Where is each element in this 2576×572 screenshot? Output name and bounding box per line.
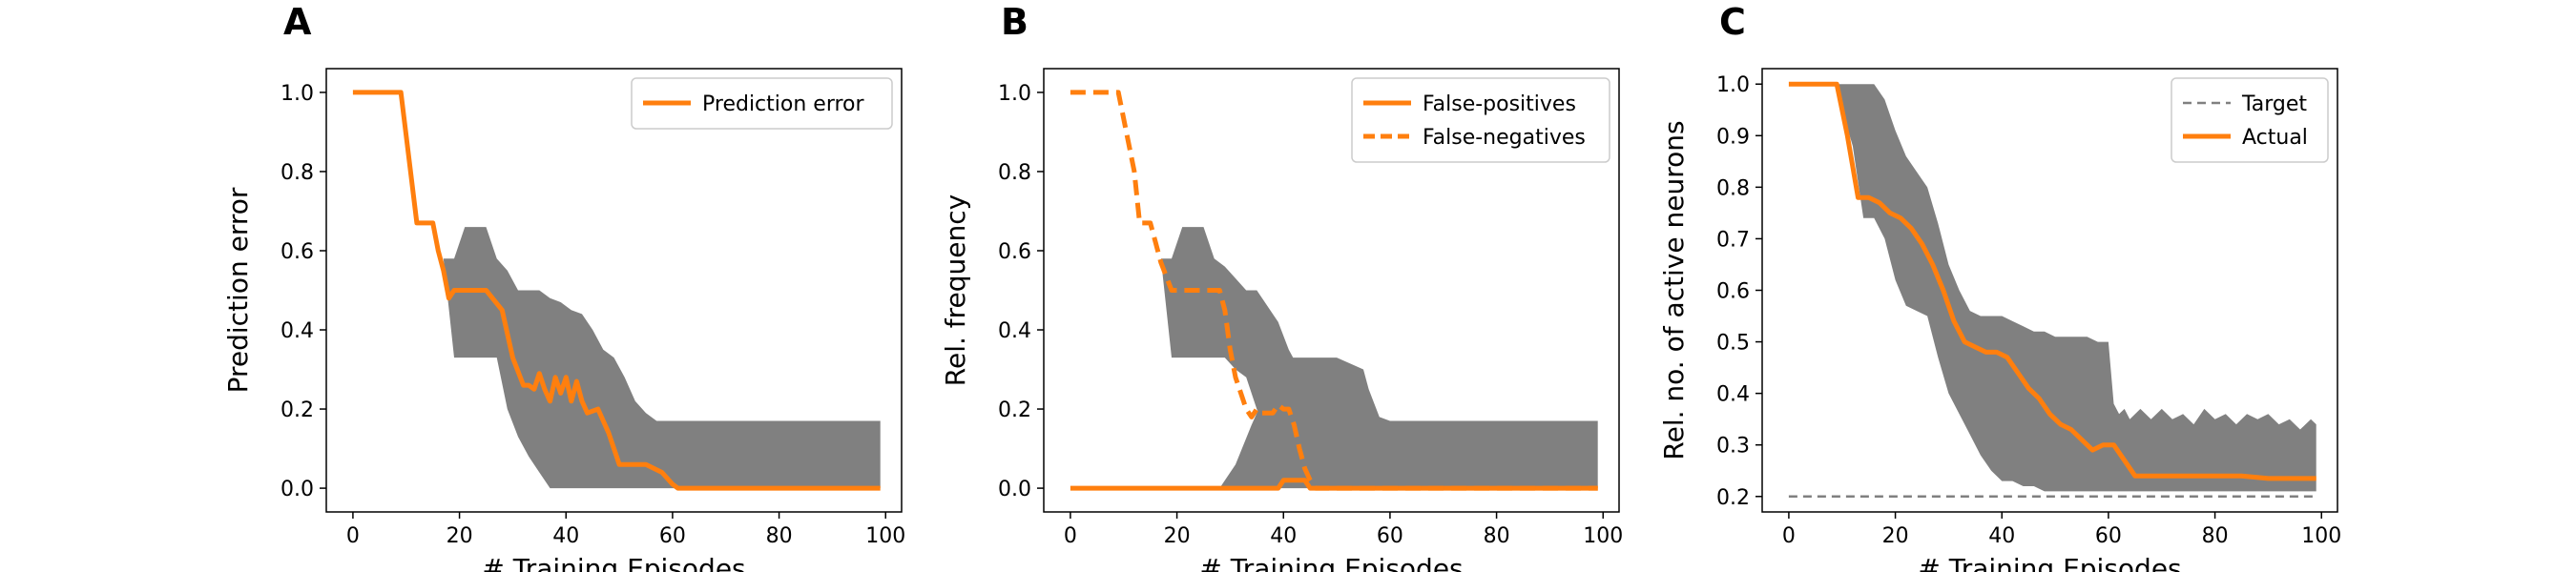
x-tick-label: 60: [2095, 524, 2122, 548]
x-tick-label: 100: [865, 524, 905, 548]
x-tick-label: 0: [346, 524, 360, 548]
x-tick-label: 100: [2301, 524, 2341, 548]
y-tick-label: 0.2: [1716, 486, 1750, 510]
y-tick-label: 0.6: [998, 240, 1031, 264]
y-tick-label: 0.9: [1716, 125, 1750, 149]
confidence-band: [1219, 358, 1598, 489]
x-tick-label: 80: [766, 524, 793, 548]
y-tick-label: 1.0: [998, 82, 1031, 106]
x-tick-label: 100: [1583, 524, 1623, 548]
y-axis-label: Prediction error: [222, 187, 254, 393]
x-tick-label: 20: [447, 524, 473, 548]
legend: False-positives False-negatives: [1351, 77, 1610, 163]
series-line-actual: [1788, 81, 2316, 481]
legend-label: Target: [2241, 92, 2307, 116]
series-line-prediction-error: [352, 90, 881, 491]
panel-letter: B: [1001, 1, 1028, 43]
y-axis-label: Rel. frequency: [940, 194, 971, 386]
y-tick-label: 1.0: [280, 82, 314, 106]
x-axis-label: # Training Episodes: [1199, 553, 1463, 572]
confidence-band: [443, 227, 881, 489]
y-tick-label: 0.2: [280, 398, 314, 422]
y-tick-label: 0.4: [998, 319, 1031, 343]
y-tick-label: 0.0: [998, 478, 1031, 501]
y-tick-label: 0.2: [998, 398, 1031, 422]
y-tick-label: 0.6: [1716, 280, 1750, 304]
axes-frame: [325, 68, 903, 513]
x-tick-label: 80: [2202, 524, 2229, 548]
y-tick-label: 0.8: [1716, 176, 1750, 200]
legend-label: Actual: [2242, 126, 2308, 150]
panel-c: C 0 20 40 60 80 100 0.2 0.3 0.4 0.5 0.6 0.7 0.8 0.9 1.0…: [1658, 1, 2341, 572]
x-tick-label: 60: [659, 524, 686, 548]
x-tick-label: 60: [1377, 524, 1403, 548]
y-tick-label: 0.5: [1716, 332, 1750, 356]
x-tick-label: 40: [552, 524, 579, 548]
y-axis-label: Rel. no. of active neurons: [1658, 120, 1690, 460]
x-tick-label: 80: [1484, 524, 1510, 548]
y-tick-label: 0.8: [998, 161, 1031, 185]
legend: Prediction error: [631, 77, 893, 130]
y-tick-label: 0.3: [1716, 435, 1750, 459]
x-tick-label: 40: [1988, 524, 2015, 548]
confidence-band: [1837, 84, 2316, 492]
y-tick-label: 1.0: [1716, 73, 1750, 97]
y-tick-label: 0.4: [1716, 383, 1750, 407]
y-tick-label: 0.0: [280, 478, 314, 501]
legend-label: Prediction error: [702, 92, 864, 116]
legend-label: False-positives: [1423, 92, 1576, 116]
x-axis-label: # Training Episodes: [482, 553, 745, 572]
x-axis-label: # Training Episodes: [1918, 553, 2181, 572]
legend-label: False-negatives: [1423, 126, 1586, 150]
series-line-false-negatives: [1070, 90, 1598, 491]
x-tick-label: 20: [1164, 524, 1191, 548]
y-tick-label: 0.8: [280, 161, 314, 185]
panel-a: A 0 20 40 60 80 100 0.0 0.2 0.4 0.6 0.8 1.0 # Trainin…: [222, 1, 905, 572]
y-tick-label: 0.6: [280, 240, 314, 264]
x-tick-label: 0: [1064, 524, 1077, 548]
y-tick-label: 0.7: [1716, 228, 1750, 252]
axes-frame: [1043, 68, 1620, 513]
legend-box: [1351, 77, 1610, 163]
panel-letter: A: [283, 1, 312, 43]
x-tick-label: 20: [1882, 524, 1909, 548]
y-tick-label: 0.4: [280, 319, 314, 343]
x-tick-label: 0: [1782, 524, 1796, 548]
legend: Target Actual: [2171, 77, 2329, 163]
panel-letter: C: [1719, 1, 1746, 43]
legend-box: [631, 77, 893, 130]
legend-box: [2171, 77, 2329, 163]
x-tick-label: 40: [1270, 524, 1297, 548]
panel-b: B 0 20 40 60 80 100 0.0 0.2 0.4 0.6 0.8 1.0 # Trainin…: [940, 1, 1623, 572]
